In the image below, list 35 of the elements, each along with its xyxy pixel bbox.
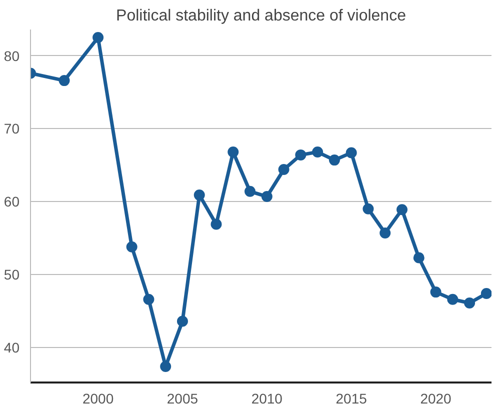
point — [430, 286, 442, 298]
point — [464, 298, 476, 308]
point — [228, 146, 239, 158]
y-tick-label: 80 — [4, 48, 20, 64]
chart-title: Political stability and absence of violence — [116, 8, 406, 24]
point — [126, 241, 138, 252]
point — [447, 294, 458, 305]
x-tick-label: 2005 — [166, 390, 198, 406]
point — [210, 218, 222, 230]
point — [194, 190, 205, 201]
point — [278, 164, 290, 176]
y-tick-label: 40 — [4, 339, 20, 356]
point — [92, 32, 104, 44]
x-tick-label: 2000 — [82, 390, 114, 406]
y-tick-label: 60 — [4, 194, 20, 210]
point — [261, 191, 272, 202]
point — [380, 227, 391, 238]
point — [143, 294, 154, 305]
x-tick-label: 2010 — [251, 390, 283, 406]
point — [346, 147, 357, 158]
y-tick-label: 70 — [4, 120, 20, 137]
y-tick-label: 50 — [4, 266, 20, 283]
point — [480, 288, 492, 300]
point — [244, 186, 256, 197]
point — [413, 252, 424, 264]
point — [58, 75, 70, 86]
x-tick-label: 2020 — [420, 390, 452, 406]
point — [328, 154, 340, 166]
point — [396, 204, 408, 216]
point — [312, 146, 324, 158]
point — [362, 203, 374, 214]
x-tick-label: 2015 — [336, 390, 368, 406]
point — [176, 316, 188, 327]
point — [295, 149, 306, 160]
point — [160, 360, 172, 372]
